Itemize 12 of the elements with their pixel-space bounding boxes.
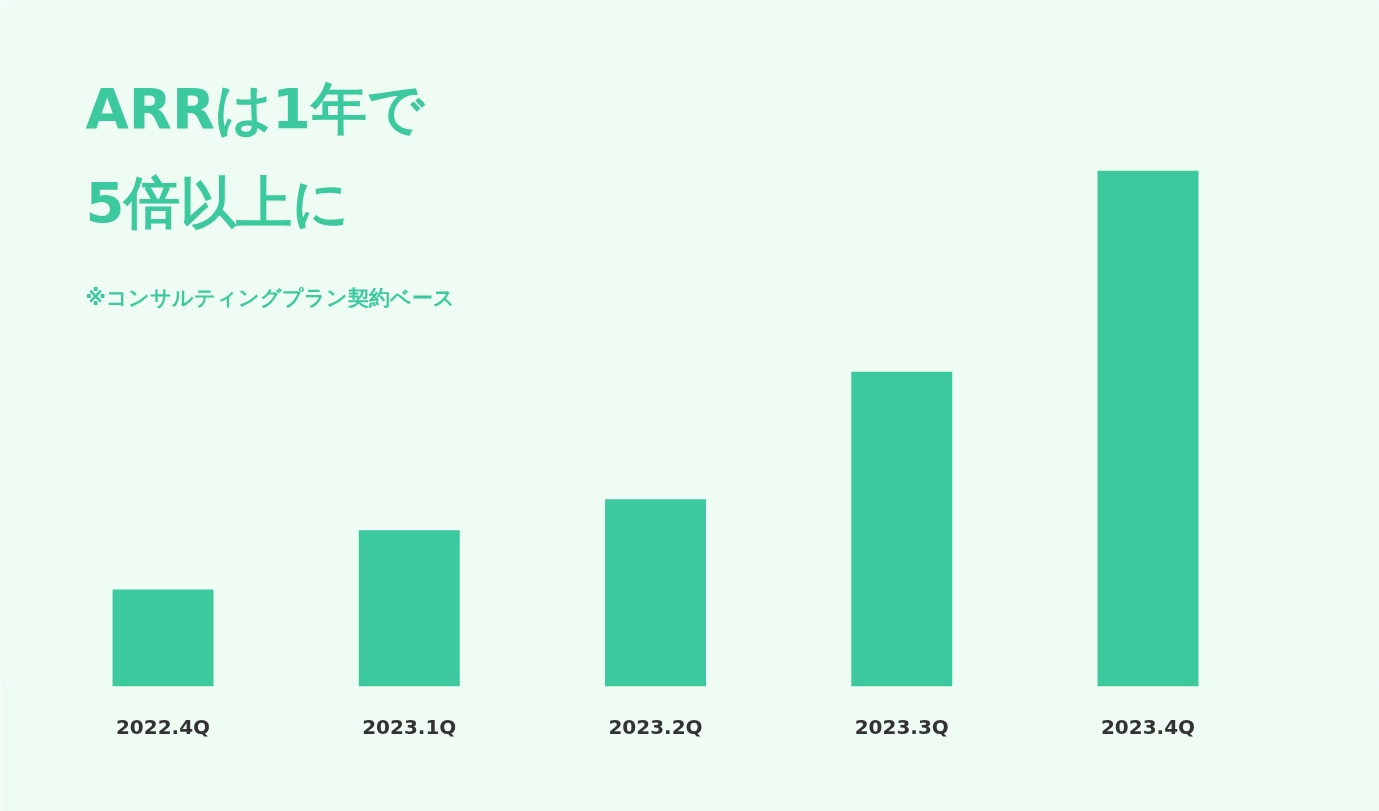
bar (605, 499, 707, 687)
x-tick-label: 2023.2Q (608, 714, 703, 739)
annotation: ※コンサルティングプラン契約ベース (85, 285, 455, 310)
x-tick-label: 2023.3Q (854, 714, 949, 739)
chart-title: ARRは1年で 5倍以上に (85, 75, 427, 235)
bar (358, 530, 460, 687)
x-tick-label: 2023.4Q (1100, 714, 1196, 739)
bar (112, 589, 214, 687)
bar (851, 371, 953, 687)
bar (1097, 170, 1199, 687)
x-tick-label: 2022.4Q (115, 714, 211, 739)
x-tick-label: 2023.1Q (362, 714, 457, 739)
